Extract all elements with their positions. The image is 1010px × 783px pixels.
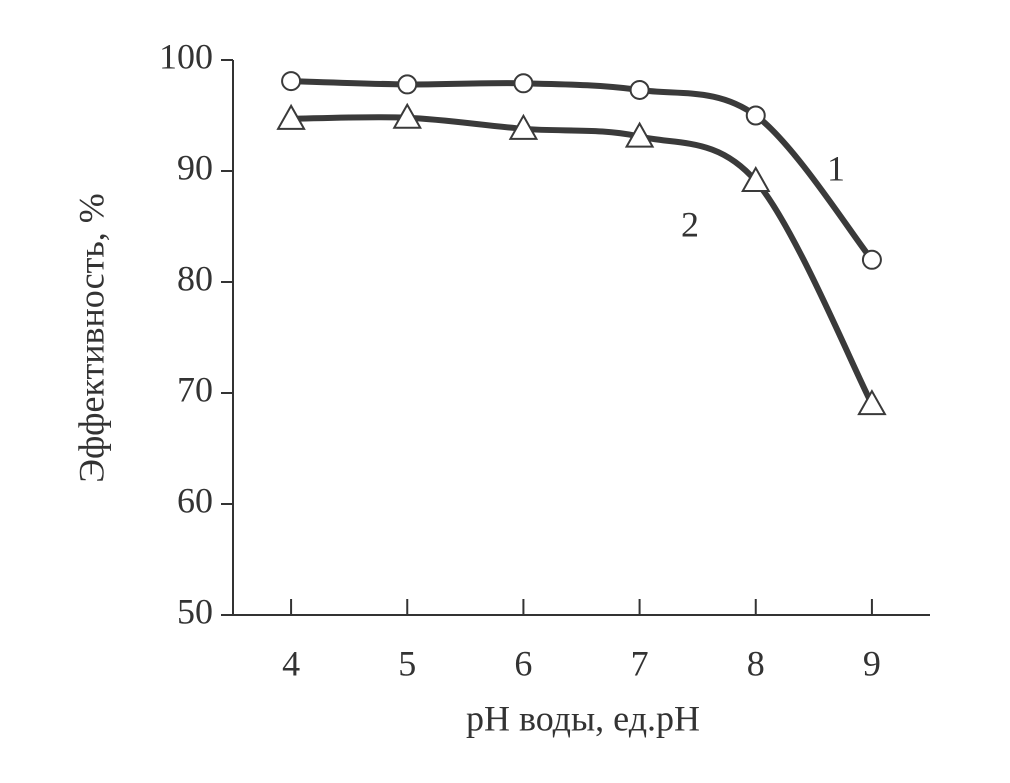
x-tick-label: 6 xyxy=(514,643,532,683)
y-axis-label: Эффективность, % xyxy=(71,193,111,482)
marker xyxy=(392,102,422,129)
marker xyxy=(513,73,534,94)
marker xyxy=(745,105,766,126)
series-line xyxy=(291,114,875,406)
marker xyxy=(281,71,302,92)
marker xyxy=(276,103,306,130)
x-tick-label: 7 xyxy=(631,643,649,683)
x-tick-label: 5 xyxy=(398,643,416,683)
y-tick-label: 60 xyxy=(177,480,213,520)
marker xyxy=(397,74,418,95)
series-label: 1 xyxy=(827,148,845,188)
y-tick-label: 50 xyxy=(177,591,213,631)
x-axis-label: pH воды, ед.pH xyxy=(466,698,700,738)
y-tick-label: 90 xyxy=(177,147,213,187)
marker xyxy=(508,113,539,140)
marker xyxy=(861,249,882,270)
marker xyxy=(741,165,771,192)
series-line xyxy=(290,78,875,262)
y-tick-label: 80 xyxy=(177,258,213,298)
x-tick-label: 8 xyxy=(747,643,765,683)
marker xyxy=(857,389,887,416)
y-tick-label: 70 xyxy=(177,369,213,409)
marker xyxy=(629,79,650,100)
series-label: 2 xyxy=(681,204,699,244)
marker xyxy=(624,121,655,148)
x-tick-label: 9 xyxy=(863,643,881,683)
x-tick-label: 4 xyxy=(282,643,300,683)
y-tick-label: 100 xyxy=(159,36,213,76)
